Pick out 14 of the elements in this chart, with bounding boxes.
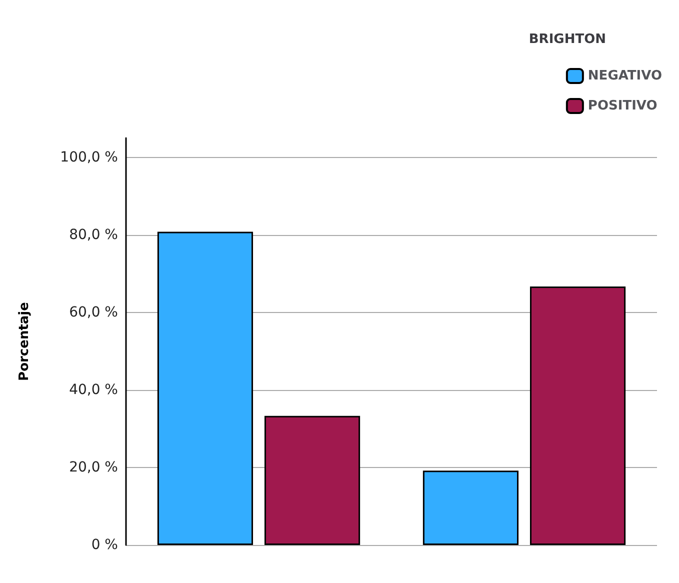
- bar: [422, 470, 519, 545]
- legend-label: NEGATIVO: [588, 68, 662, 84]
- y-tick-label: 60,0 %: [69, 304, 118, 320]
- legend-title: BRIGHTON: [528, 32, 606, 47]
- y-tick-label: 20,0 %: [69, 459, 118, 476]
- y-tick-label: 40,0 %: [69, 382, 118, 398]
- y-tick-label: 0 %: [91, 537, 118, 553]
- bar: [530, 286, 626, 545]
- y-tick-label: 80,0 %: [69, 226, 118, 243]
- y-axis-title: Porcentaje: [17, 302, 32, 381]
- legend-label: POSITIVO: [588, 98, 658, 114]
- y-tick-label: 100,0 %: [60, 149, 118, 166]
- bar: [264, 416, 360, 545]
- bar: [157, 232, 254, 545]
